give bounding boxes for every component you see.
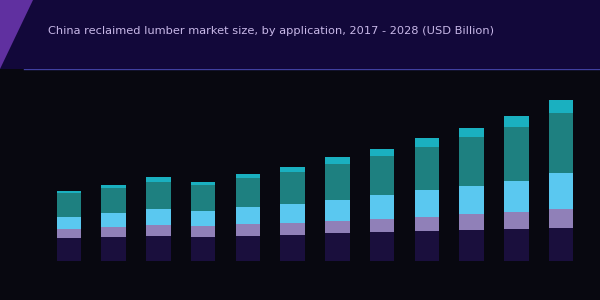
Bar [504, 116, 529, 127]
Bar [101, 213, 126, 227]
Bar [549, 113, 574, 173]
Bar [101, 237, 126, 261]
Bar [280, 223, 305, 235]
Bar [101, 227, 126, 237]
Bar [460, 186, 484, 214]
Bar [460, 214, 484, 230]
Bar [370, 232, 394, 261]
Bar [504, 212, 529, 229]
Bar [146, 182, 170, 209]
Bar [146, 177, 170, 182]
Bar [370, 156, 394, 195]
Bar [280, 172, 305, 204]
Bar [191, 182, 215, 185]
Bar [56, 191, 81, 193]
Bar [191, 237, 215, 261]
Bar [325, 164, 350, 200]
Bar [325, 157, 350, 164]
Bar [415, 190, 439, 217]
Bar [191, 226, 215, 237]
Bar [504, 229, 529, 261]
Bar [101, 188, 126, 213]
Bar [280, 235, 305, 261]
Bar [415, 138, 439, 147]
Bar [236, 174, 260, 178]
Bar [370, 149, 394, 156]
Bar [280, 167, 305, 172]
Bar [191, 185, 215, 211]
Bar [236, 207, 260, 224]
Bar [56, 217, 81, 229]
Bar [549, 173, 574, 209]
Bar [56, 229, 81, 238]
Bar [460, 128, 484, 137]
Bar [549, 100, 574, 113]
Bar [236, 224, 260, 236]
Bar [236, 178, 260, 207]
Bar [325, 221, 350, 233]
Bar [504, 181, 529, 212]
Bar [56, 238, 81, 261]
Bar [549, 209, 574, 228]
Bar [101, 185, 126, 188]
Text: China reclaimed lumber market size, by application, 2017 - 2028 (USD Billion): China reclaimed lumber market size, by a… [48, 26, 494, 37]
Bar [415, 217, 439, 231]
Bar [236, 236, 260, 261]
Bar [370, 219, 394, 232]
Bar [325, 200, 350, 221]
Bar [549, 228, 574, 261]
Bar [325, 233, 350, 261]
Bar [370, 195, 394, 219]
Bar [415, 147, 439, 190]
Bar [460, 230, 484, 261]
Bar [56, 193, 81, 217]
Bar [280, 204, 305, 223]
Bar [146, 236, 170, 261]
Bar [460, 137, 484, 186]
Bar [146, 209, 170, 225]
Bar [504, 127, 529, 181]
Bar [146, 225, 170, 236]
Bar [415, 231, 439, 261]
Bar [191, 211, 215, 226]
